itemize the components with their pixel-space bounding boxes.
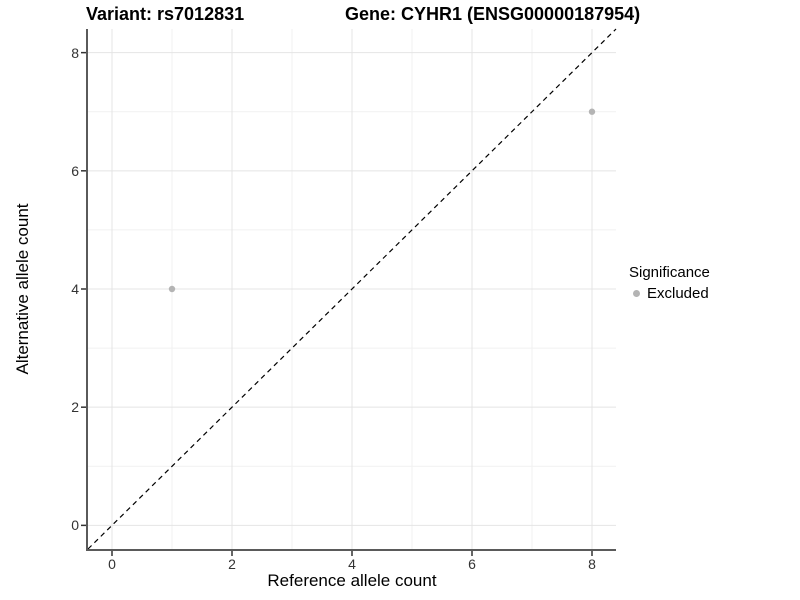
y-tick-label: 6	[71, 162, 79, 179]
x-tick-label: 2	[228, 556, 236, 572]
data-point	[168, 285, 176, 293]
y-tick-label: 0	[71, 517, 79, 534]
plot-title-variant: Variant: rs7012831	[86, 4, 245, 24]
x-tick-label: 0	[108, 556, 116, 572]
legend-entry-excluded: Excluded	[629, 284, 710, 303]
x-tick-label: 4	[348, 556, 356, 572]
y-axis-title: Alternative allele count	[13, 203, 32, 375]
legend-entry-label: Excluded	[647, 285, 709, 302]
legend-key-dot-icon	[633, 290, 640, 297]
y-tick-label: 2	[71, 399, 79, 416]
y-tick-label: 8	[71, 44, 79, 61]
x-tick-label: 8	[588, 556, 596, 572]
legend-title: Significance	[629, 264, 710, 281]
y-tick-label: 4	[71, 281, 79, 297]
plot-title-gene: Gene: CYHR1 (ENSG00000187954)	[345, 4, 641, 24]
data-point	[588, 108, 596, 115]
x-tick-label: 6	[468, 556, 476, 572]
legend: Significance Excluded	[629, 263, 710, 303]
identity-line	[87, 28, 617, 550]
x-axis-title: Reference allele count	[267, 571, 437, 590]
